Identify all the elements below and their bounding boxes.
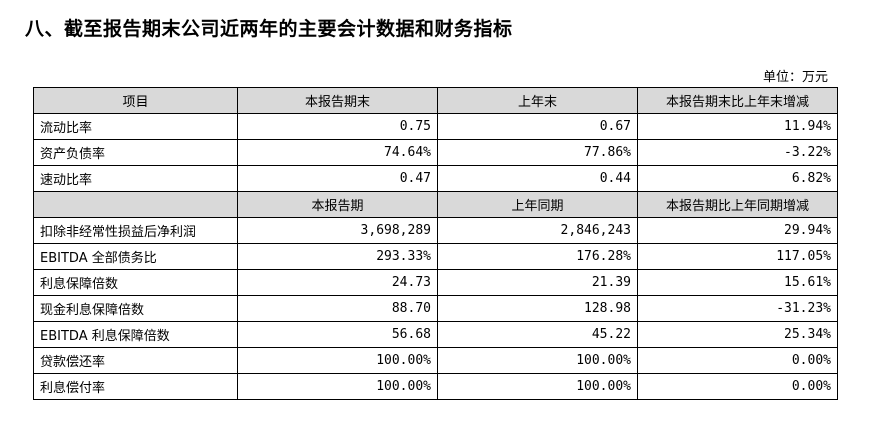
prior-value: 77.86% — [437, 139, 638, 166]
change-value: 6.82% — [637, 165, 838, 192]
current-value: 0.75 — [237, 113, 438, 140]
column-header: 上年末 — [437, 87, 638, 114]
change-value: 15.61% — [637, 269, 838, 296]
blank-header-cell — [33, 191, 238, 218]
current-value: 24.73 — [237, 269, 438, 296]
financial-indicators-table: 项目 本报告期末 上年末 本报告期末比上年末增减 流动比率 0.75 0.67 … — [33, 87, 838, 400]
column-header: 本报告期末比上年末增减 — [637, 87, 838, 114]
row-label: 资产负债率 — [33, 139, 238, 166]
table-row: EBITDA 利息保障倍数 56.68 45.22 25.34% — [33, 321, 838, 348]
change-value: 25.34% — [637, 321, 838, 348]
table-row: 速动比率 0.47 0.44 6.82% — [33, 165, 838, 192]
row-label: 速动比率 — [33, 165, 238, 192]
prior-value: 2,846,243 — [437, 217, 638, 244]
row-label: 利息偿付率 — [33, 373, 238, 400]
change-value: 0.00% — [637, 373, 838, 400]
change-value: 29.94% — [637, 217, 838, 244]
row-label: 现金利息保障倍数 — [33, 295, 238, 322]
table-row: 利息保障倍数 24.73 21.39 15.61% — [33, 269, 838, 296]
change-value: -31.23% — [637, 295, 838, 322]
current-value: 100.00% — [237, 373, 438, 400]
prior-value: 21.39 — [437, 269, 638, 296]
table-row: 资产负债率 74.64% 77.86% -3.22% — [33, 139, 838, 166]
column-header: 本报告期 — [237, 191, 438, 218]
current-value: 0.47 — [237, 165, 438, 192]
table-row: 贷款偿还率 100.00% 100.00% 0.00% — [33, 347, 838, 374]
column-header: 本报告期比上年同期增减 — [637, 191, 838, 218]
prior-value: 176.28% — [437, 243, 638, 270]
row-label: 流动比率 — [33, 113, 238, 140]
current-value: 88.70 — [237, 295, 438, 322]
column-header: 本报告期末 — [237, 87, 438, 114]
section-title: 八、截至报告期末公司近两年的主要会计数据和财务指标 — [25, 18, 513, 40]
table-subheader-row: 本报告期 上年同期 本报告期比上年同期增减 — [33, 191, 838, 218]
table-row: 利息偿付率 100.00% 100.00% 0.00% — [33, 373, 838, 400]
row-label: EBITDA 全部债务比 — [33, 243, 238, 270]
table-row: 扣除非经常性损益后净利润 3,698,289 2,846,243 29.94% — [33, 217, 838, 244]
current-value: 100.00% — [237, 347, 438, 374]
table-row: 现金利息保障倍数 88.70 128.98 -31.23% — [33, 295, 838, 322]
row-label: 贷款偿还率 — [33, 347, 238, 374]
row-label: 扣除非经常性损益后净利润 — [33, 217, 238, 244]
prior-value: 100.00% — [437, 373, 638, 400]
current-value: 56.68 — [237, 321, 438, 348]
change-value: 11.94% — [637, 113, 838, 140]
column-header: 项目 — [33, 87, 238, 114]
prior-value: 0.67 — [437, 113, 638, 140]
row-label: 利息保障倍数 — [33, 269, 238, 296]
table-row: 流动比率 0.75 0.67 11.94% — [33, 113, 838, 140]
prior-value: 0.44 — [437, 165, 638, 192]
unit-label: 单位：万元 — [762, 70, 828, 85]
prior-value: 128.98 — [437, 295, 638, 322]
prior-value: 100.00% — [437, 347, 638, 374]
row-label: EBITDA 利息保障倍数 — [33, 321, 238, 348]
change-value: -3.22% — [637, 139, 838, 166]
current-value: 74.64% — [237, 139, 438, 166]
column-header: 上年同期 — [437, 191, 638, 218]
prior-value: 45.22 — [437, 321, 638, 348]
table-header-row: 项目 本报告期末 上年末 本报告期末比上年末增减 — [33, 87, 838, 114]
current-value: 3,698,289 — [237, 217, 438, 244]
current-value: 293.33% — [237, 243, 438, 270]
change-value: 117.05% — [637, 243, 838, 270]
change-value: 0.00% — [637, 347, 838, 374]
table-row: EBITDA 全部债务比 293.33% 176.28% 117.05% — [33, 243, 838, 270]
